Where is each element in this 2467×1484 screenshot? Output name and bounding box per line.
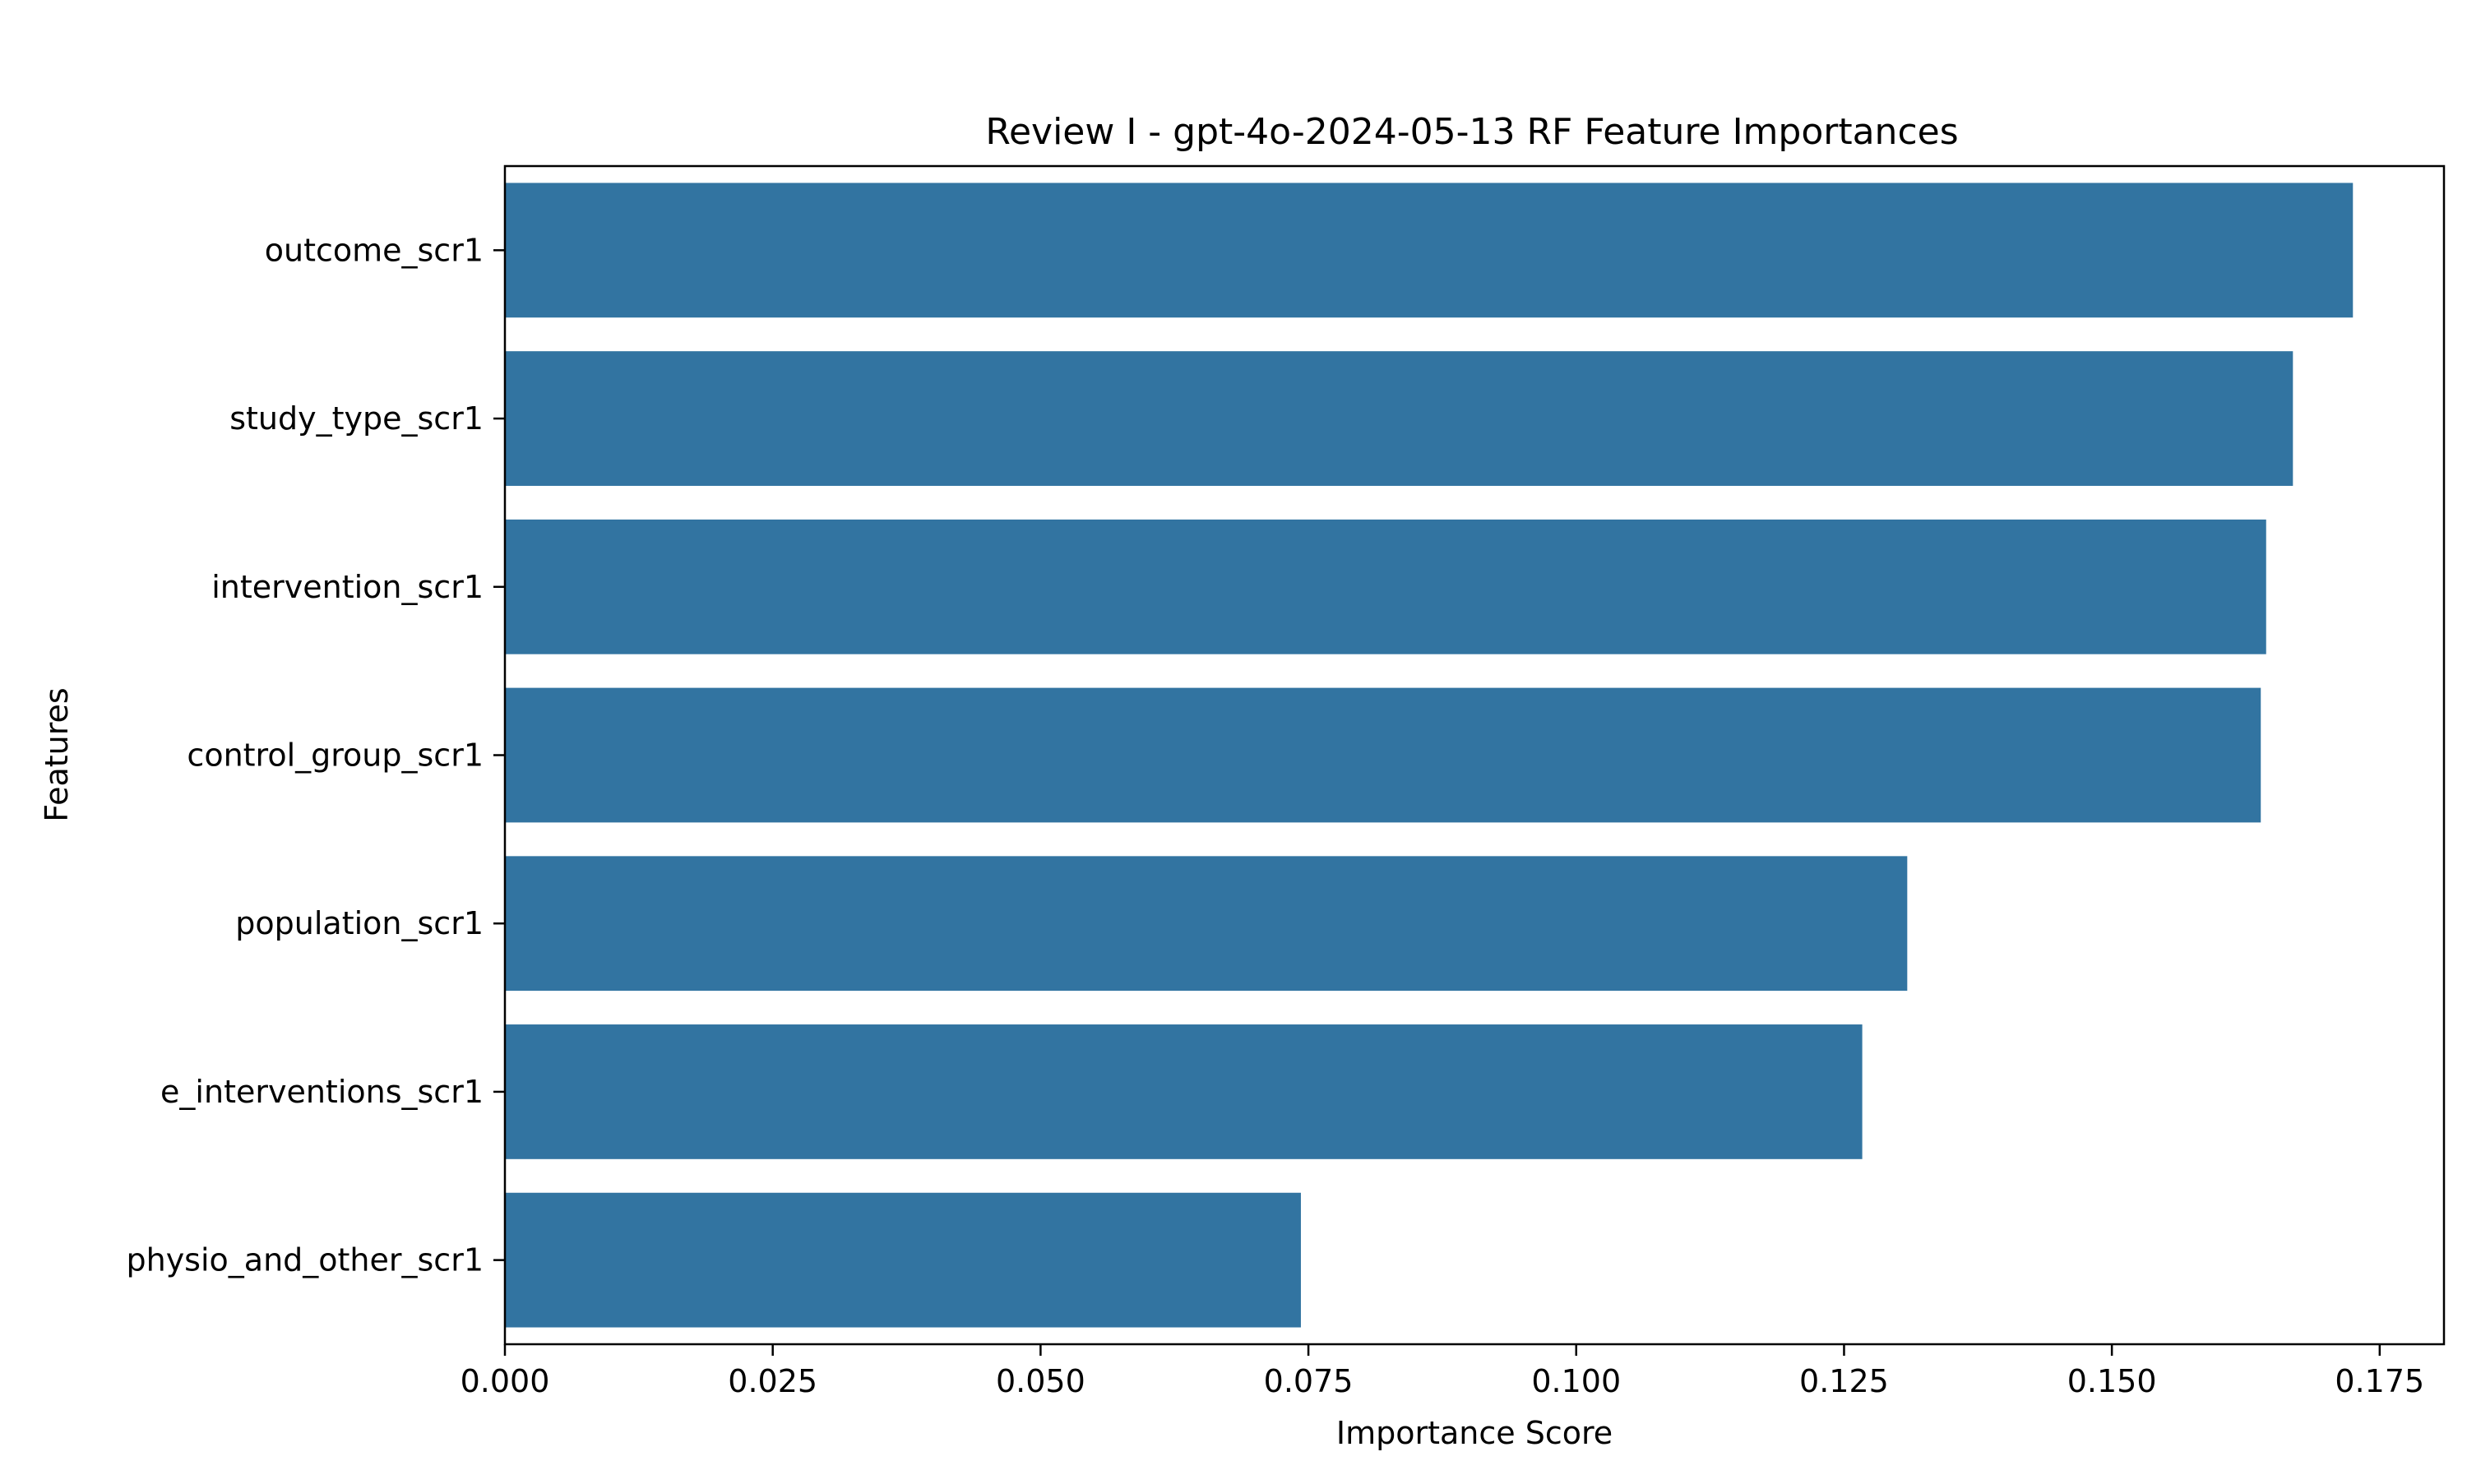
y-tick-label: population_scr1 (235, 905, 484, 941)
y-tick-labels-layer: outcome_scr1 study_type_scr1 intervention_… (126, 232, 505, 1278)
y-tick-label: e_interventions_scr1 (160, 1074, 484, 1110)
x-tick-label: 0.125 (1799, 1363, 1889, 1399)
x-axis-label: Importance Score (1336, 1415, 1613, 1451)
bars-layer (505, 183, 2354, 1328)
y-axis-label: Features (39, 687, 75, 821)
y-tick-label: intervention_scr1 (211, 569, 484, 605)
bar-population-scr1 (505, 856, 1908, 992)
plot-frame (503, 164, 2446, 1346)
y-tick-label: outcome_scr1 (265, 232, 484, 268)
x-tick-label: 0.050 (996, 1363, 1085, 1399)
x-ticks-layer: 0.000 0.025 0.050 0.075 0.100 0.125 0.150 0.175 (461, 1344, 2424, 1399)
x-tick-label: 0.000 (461, 1363, 550, 1399)
x-tick-label: 0.025 (728, 1363, 817, 1399)
x-tick-label: 0.100 (1531, 1363, 1621, 1399)
bar-study-type-scr1 (505, 351, 2293, 486)
bar-e-interventions-scr1 (505, 1024, 1863, 1159)
chart-title: Review I - gpt-4o-2024-05-13 RF Feature … (985, 111, 1958, 153)
bar-intervention-scr1 (505, 519, 2266, 654)
y-tick-label: physio_and_other_scr1 (126, 1242, 484, 1278)
bar-outcome-scr1 (505, 183, 2354, 318)
x-tick-label: 0.075 (1264, 1363, 1354, 1399)
y-tick-label: study_type_scr1 (229, 400, 484, 437)
y-tick-label: control_group_scr1 (187, 737, 484, 774)
x-tick-label: 0.175 (2335, 1363, 2424, 1399)
x-tick-label: 0.150 (2067, 1363, 2157, 1399)
bar-control-group-scr1 (505, 687, 2261, 823)
bar-physio-and-other-scr1 (505, 1192, 1301, 1328)
